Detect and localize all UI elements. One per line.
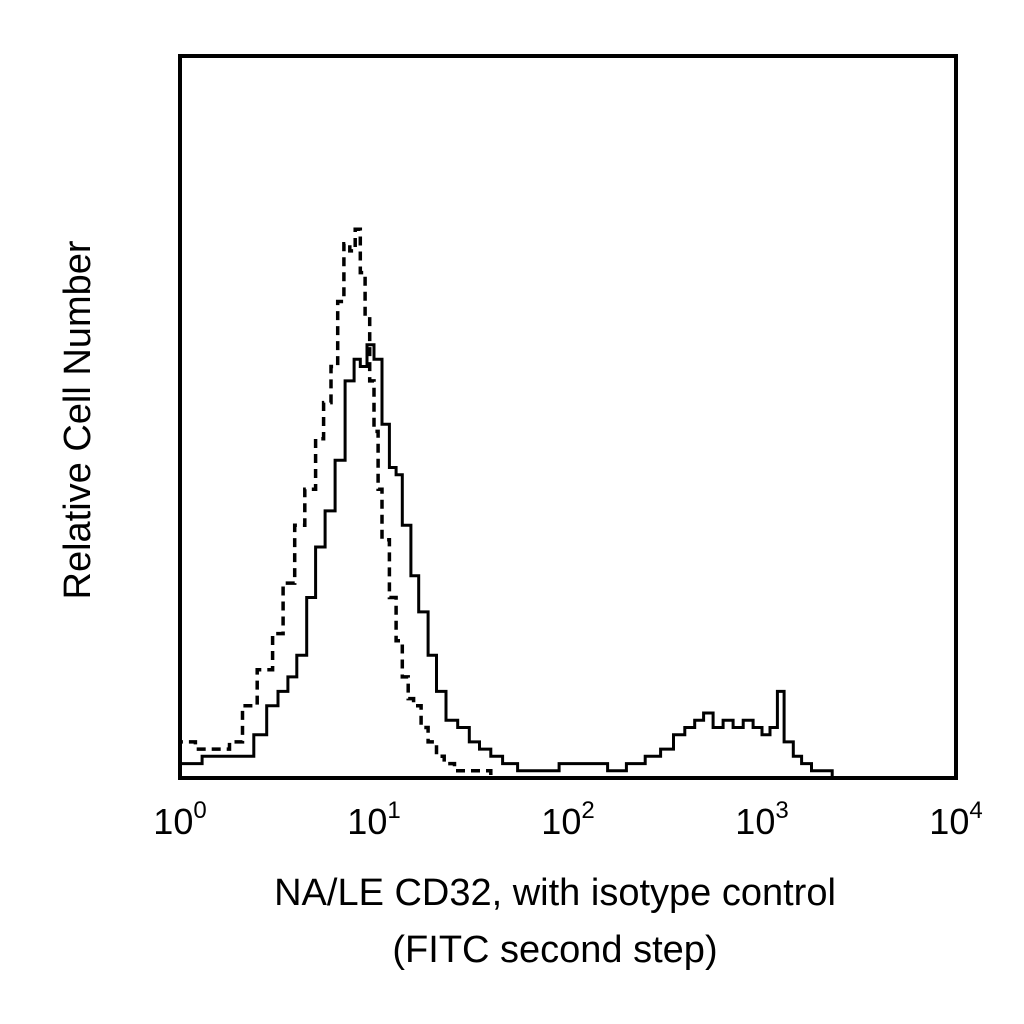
series-line-solid (178, 343, 834, 778)
histogram-series (178, 227, 834, 778)
x-tick-label: 104 (929, 797, 982, 842)
x-axis-label-line-2: (FITC second step) (392, 929, 717, 971)
x-tick-label: 103 (735, 797, 788, 842)
x-tick-label: 101 (347, 797, 400, 842)
x-axis-label-line-1: NA/LE CD32, with isotype control (274, 872, 836, 914)
series-line-dashed (178, 227, 493, 778)
x-tick-labels: 100 101 102 103 104 (153, 797, 982, 842)
y-axis-label: Relative Cell Number (57, 240, 99, 599)
x-tick-label: 100 (153, 797, 206, 842)
plot-frame (178, 54, 958, 780)
x-tick-label: 102 (541, 797, 594, 842)
